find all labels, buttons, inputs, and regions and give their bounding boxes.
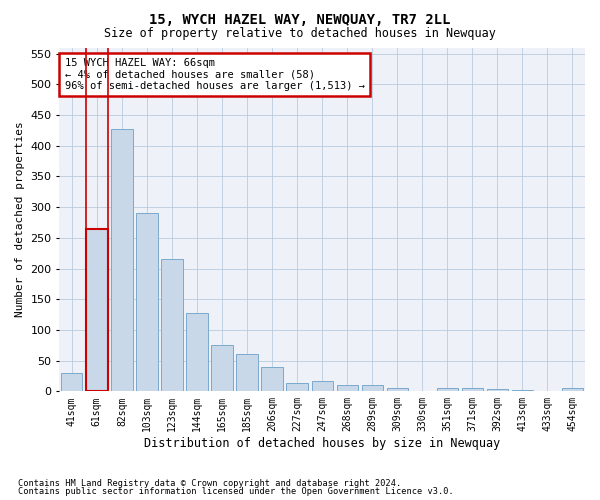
- Bar: [211, 344, 233, 392]
- Bar: [111, 128, 133, 392]
- Bar: [136, 214, 158, 392]
- Bar: [562, 388, 583, 392]
- Text: 15, WYCH HAZEL WAY, NEWQUAY, TR7 2LL: 15, WYCH HAZEL WAY, NEWQUAY, TR7 2LL: [149, 12, 451, 26]
- Bar: [462, 388, 483, 392]
- Bar: [262, 367, 283, 392]
- Bar: [437, 388, 458, 392]
- Bar: [86, 228, 107, 392]
- Bar: [161, 260, 182, 392]
- Bar: [236, 354, 258, 392]
- Y-axis label: Number of detached properties: Number of detached properties: [15, 122, 25, 318]
- Bar: [362, 385, 383, 392]
- Bar: [487, 390, 508, 392]
- Text: Contains HM Land Registry data © Crown copyright and database right 2024.: Contains HM Land Registry data © Crown c…: [18, 478, 401, 488]
- Text: 15 WYCH HAZEL WAY: 66sqm
← 4% of detached houses are smaller (58)
96% of semi-de: 15 WYCH HAZEL WAY: 66sqm ← 4% of detache…: [65, 58, 365, 91]
- Bar: [187, 312, 208, 392]
- Bar: [311, 381, 333, 392]
- Bar: [61, 373, 82, 392]
- Bar: [512, 390, 533, 392]
- Text: Size of property relative to detached houses in Newquay: Size of property relative to detached ho…: [104, 28, 496, 40]
- Text: Contains public sector information licensed under the Open Government Licence v3: Contains public sector information licen…: [18, 487, 454, 496]
- X-axis label: Distribution of detached houses by size in Newquay: Distribution of detached houses by size …: [144, 437, 500, 450]
- Bar: [386, 388, 408, 392]
- Bar: [286, 382, 308, 392]
- Bar: [337, 385, 358, 392]
